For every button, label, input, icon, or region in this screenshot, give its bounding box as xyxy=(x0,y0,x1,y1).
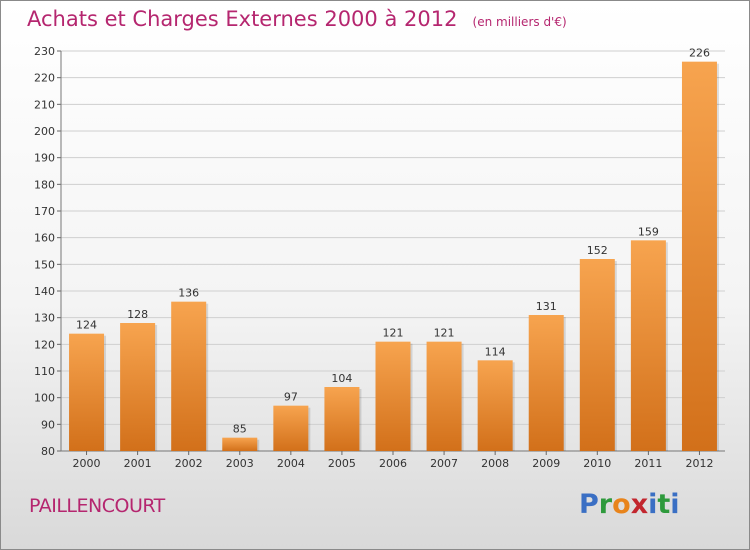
logo-letter: P xyxy=(579,489,599,520)
x-tick-label: 2004 xyxy=(277,457,305,470)
x-tick-label: 2006 xyxy=(379,457,407,470)
x-tick-label: 2001 xyxy=(124,457,152,470)
y-tick-label: 140 xyxy=(34,285,55,298)
data-label: 226 xyxy=(689,47,710,60)
y-tick-label: 230 xyxy=(34,45,55,58)
x-tick-label: 2010 xyxy=(583,457,611,470)
y-tick-label: 180 xyxy=(34,178,55,191)
bar-2003 xyxy=(222,437,258,451)
bar-2007 xyxy=(426,341,462,451)
y-tick-label: 220 xyxy=(34,72,55,85)
x-tick-label: 2003 xyxy=(226,457,254,470)
bar-2009 xyxy=(528,315,564,451)
y-tick-label: 160 xyxy=(34,232,55,245)
x-tick-label: 2007 xyxy=(430,457,458,470)
data-label: 121 xyxy=(434,327,455,340)
bar-2001 xyxy=(120,323,156,451)
y-tick-label: 110 xyxy=(34,365,55,378)
bar-2012 xyxy=(681,61,717,452)
logo-letter: x xyxy=(630,489,649,520)
data-label: 114 xyxy=(485,345,506,358)
bar-2010 xyxy=(579,259,615,451)
bar-2008 xyxy=(477,360,513,451)
x-tick-label: 2012 xyxy=(685,457,713,470)
data-label: 131 xyxy=(536,300,557,313)
y-tick-label: 190 xyxy=(34,152,55,165)
bar-2005 xyxy=(324,387,360,451)
data-label: 121 xyxy=(383,327,404,340)
x-tick-label: 2002 xyxy=(175,457,203,470)
logo-letter: i xyxy=(670,489,680,520)
y-tick-label: 200 xyxy=(34,125,55,138)
y-tick-label: 120 xyxy=(34,338,55,351)
data-label: 85 xyxy=(233,423,247,436)
x-tick-label: 2008 xyxy=(481,457,509,470)
x-tick-label: 2009 xyxy=(532,457,560,470)
y-tick-label: 130 xyxy=(34,312,55,325)
bar-2011 xyxy=(630,240,666,451)
title-row: Achats et Charges Externes 2000 à 2012 (… xyxy=(27,7,567,31)
x-tick-label: 2000 xyxy=(73,457,101,470)
y-tick-label: 210 xyxy=(34,98,55,111)
bar-2006 xyxy=(375,341,411,451)
y-tick-label: 100 xyxy=(34,392,55,405)
x-tick-label: 2011 xyxy=(634,457,662,470)
labels: 8090100110120130140150160170180190200210… xyxy=(34,45,713,470)
data-label: 104 xyxy=(331,372,352,385)
logo-letter: i xyxy=(648,489,658,520)
x-tick-label: 2005 xyxy=(328,457,356,470)
logo-letter: r xyxy=(598,489,613,520)
chart-title: Achats et Charges Externes 2000 à 2012 xyxy=(27,7,458,31)
logo-letter: t xyxy=(657,489,671,520)
y-tick-label: 170 xyxy=(34,205,55,218)
town-name: PAILLENCOURT xyxy=(29,495,165,517)
data-label: 97 xyxy=(284,391,298,404)
proxiti-logo: Proxiti xyxy=(579,489,680,520)
y-tick-label: 80 xyxy=(41,445,55,458)
bar-2000 xyxy=(69,333,105,451)
bar-2004 xyxy=(273,405,309,451)
bars xyxy=(69,61,719,452)
data-label: 136 xyxy=(178,287,199,300)
data-label: 124 xyxy=(76,319,97,332)
data-label: 128 xyxy=(127,308,148,321)
logo-letter: o xyxy=(612,489,631,520)
data-label: 152 xyxy=(587,244,608,257)
y-tick-label: 90 xyxy=(41,418,55,431)
data-label: 159 xyxy=(638,225,659,238)
bar-2002 xyxy=(171,301,207,451)
y-tick-label: 150 xyxy=(34,258,55,271)
chart-unit: (en milliers d'€) xyxy=(472,15,567,29)
